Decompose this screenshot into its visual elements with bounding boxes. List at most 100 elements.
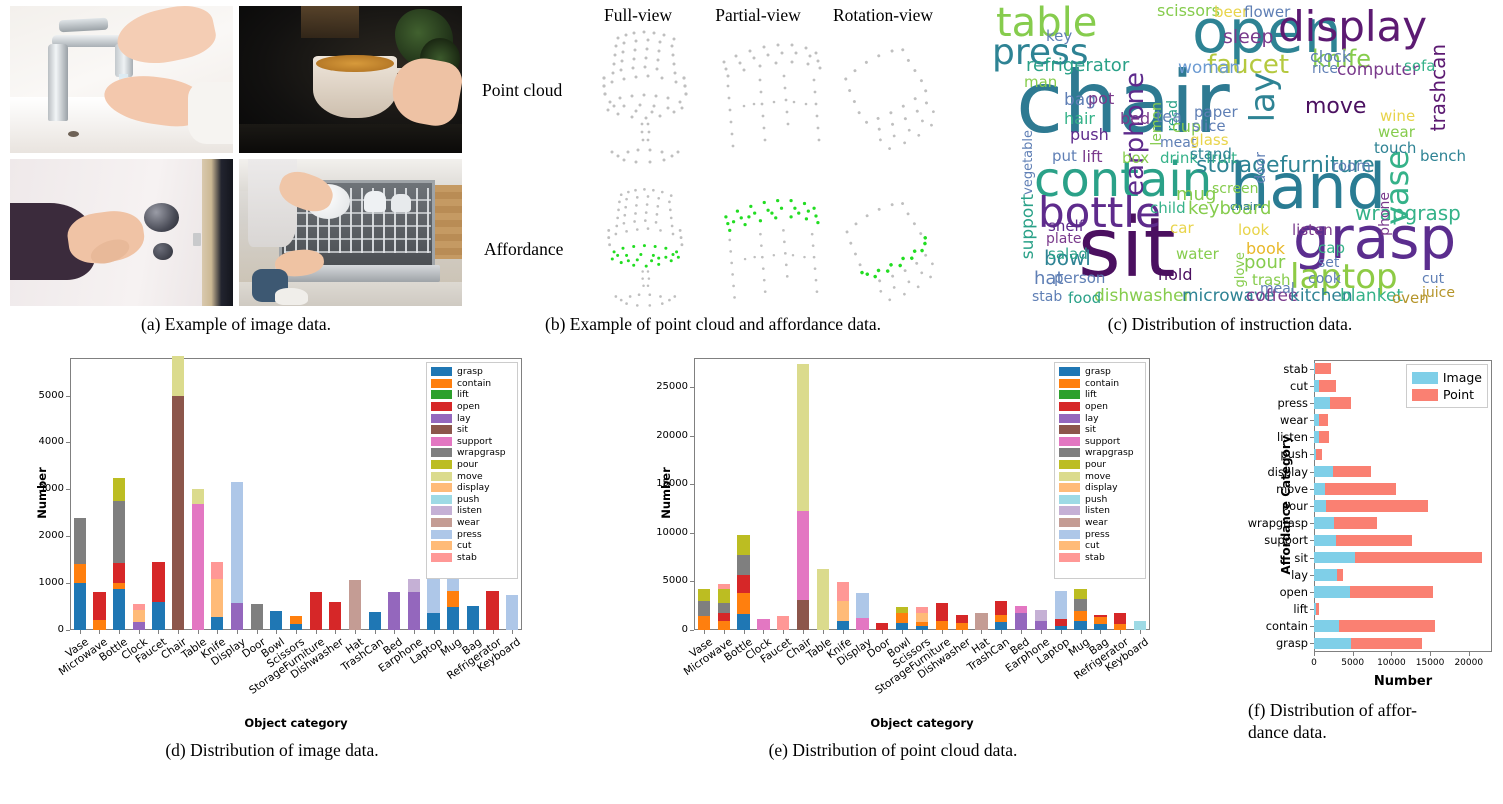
wordcloud-word: hat	[1034, 268, 1064, 289]
bar-segment	[113, 478, 126, 502]
wordcloud-word: vegetable	[1021, 130, 1036, 195]
wordcloud-word: kitchen	[1290, 286, 1353, 306]
legend-item: cut	[1059, 540, 1141, 552]
bar-segment	[955, 623, 968, 630]
wordcloud-word: rice	[1312, 61, 1338, 77]
wordcloud-word: car	[1170, 219, 1194, 237]
x-tick-mark	[394, 630, 396, 634]
y-tick-mark	[1310, 471, 1314, 473]
y-tick-mark	[1310, 506, 1314, 507]
wordcloud-word: dishwasher	[1094, 286, 1191, 306]
legend-swatch	[431, 529, 452, 539]
bar-segment	[1074, 610, 1087, 622]
x-tick-mark	[941, 630, 943, 634]
wordcloud-word: cut	[1422, 271, 1445, 287]
legend-label: listen	[457, 505, 482, 517]
bar-segment	[270, 611, 283, 630]
legend-item: move	[431, 470, 513, 482]
y-tick-mark	[1310, 591, 1314, 593]
panel-f-affordance-distribution-chart: 0 5000 10000 15000 20000 grasp contain lift open…	[1248, 356, 1500, 696]
bar-segment	[737, 535, 750, 555]
legend-item: grasp	[431, 366, 513, 378]
wordcloud-word: man	[1024, 73, 1058, 91]
row-label-point-cloud: Point cloud	[482, 80, 563, 100]
legend-label: stab	[457, 551, 477, 563]
bar-segment	[171, 396, 185, 630]
x-tick-mark	[1352, 652, 1354, 656]
wordcloud-word: juice	[1422, 285, 1455, 301]
wordcloud-word: glass	[1190, 131, 1229, 149]
wordcloud-word: microwave	[1182, 286, 1275, 306]
bar-segment	[697, 588, 711, 602]
bar-segment	[836, 582, 849, 601]
bar-segment	[289, 615, 303, 624]
bar-segment	[1074, 621, 1087, 630]
x-tick-mark	[1001, 630, 1003, 634]
affordance-chair-rotation-view	[836, 192, 954, 307]
legend-swatch	[431, 494, 452, 504]
y-category-label: wrapgrasp	[1247, 516, 1308, 531]
bar-segment	[1314, 448, 1316, 461]
legend-item: sit	[1059, 424, 1141, 436]
wordcloud-word: box	[1122, 149, 1150, 167]
bar-segment	[1094, 614, 1107, 618]
bar-segment	[250, 603, 263, 630]
legend-swatch	[1059, 460, 1080, 470]
legend-label: wrapgrasp	[457, 447, 506, 459]
bar-segment	[1334, 517, 1377, 529]
bar-segment	[348, 579, 362, 630]
bar-segment	[506, 594, 519, 630]
y-axis-title: Number	[659, 467, 673, 519]
caption-f-line2: dance data.	[1248, 722, 1327, 742]
legend-swatch	[1059, 425, 1080, 435]
legend-label: grasp	[1085, 366, 1111, 378]
legend-swatch	[431, 378, 452, 388]
chart-legend: grasp contain lift open lay sit support wrapgra…	[1054, 362, 1146, 580]
wordcloud-word: touch	[1374, 139, 1417, 157]
bar-segment	[1314, 465, 1333, 478]
bar-segment	[211, 616, 224, 630]
legend-swatch	[1059, 378, 1080, 388]
bar-segment	[466, 605, 479, 630]
bar-segment	[1314, 414, 1320, 426]
y-tick-mark	[1310, 402, 1314, 404]
y-tick-mark	[1310, 574, 1314, 576]
x-tick-mark	[1100, 630, 1102, 634]
x-tick-mark	[413, 630, 415, 634]
wordcloud-word: flower	[1244, 3, 1291, 21]
bar-segment	[1338, 620, 1435, 633]
photo-hand-opening-door-knob	[10, 159, 233, 306]
wordcloud-word: stand	[1190, 145, 1232, 163]
x-tick-mark	[1140, 630, 1142, 634]
x-tick-mark	[703, 630, 705, 634]
y-tick-mark	[690, 484, 694, 486]
bar-segment	[113, 501, 126, 563]
legend-label: wear	[1085, 517, 1108, 529]
wordcloud-word: woman	[1178, 58, 1241, 78]
y-tick-mark	[1310, 540, 1314, 542]
y-tick-mark	[1310, 609, 1314, 611]
wordcloud-word: cook	[1308, 271, 1341, 287]
legend-label: stab	[1085, 551, 1105, 563]
y-tick-mark	[1310, 368, 1314, 370]
bar-segment	[1114, 623, 1127, 630]
wordcloud-word: sleep	[1223, 26, 1274, 48]
wordcloud-word: stab	[1032, 289, 1063, 305]
bar-segment	[1319, 379, 1336, 392]
panel-d-image-distribution-chart: 0 1000 2000 3000 4000 5000 Vase Microwave Bottle…	[12, 352, 532, 732]
wordcloud-word: food	[1068, 289, 1102, 307]
legend-label: Point	[1443, 387, 1475, 402]
caption-f-line1: (f) Distribution of affor-	[1248, 700, 1417, 720]
bar-segment	[1074, 599, 1087, 611]
bar-segment	[717, 621, 730, 630]
wordcloud-word: water	[1176, 245, 1219, 263]
y-tick-mark	[690, 387, 694, 389]
bar-segment	[289, 623, 303, 630]
y-category-label: press	[1277, 395, 1308, 410]
bar-segment	[1314, 431, 1320, 444]
wordcloud-word: key	[1046, 27, 1073, 45]
wordcloud-word: meat	[1160, 135, 1197, 151]
bar-segment	[935, 602, 948, 622]
x-tick-mark	[902, 630, 904, 634]
legend-label: lift	[1085, 389, 1097, 401]
